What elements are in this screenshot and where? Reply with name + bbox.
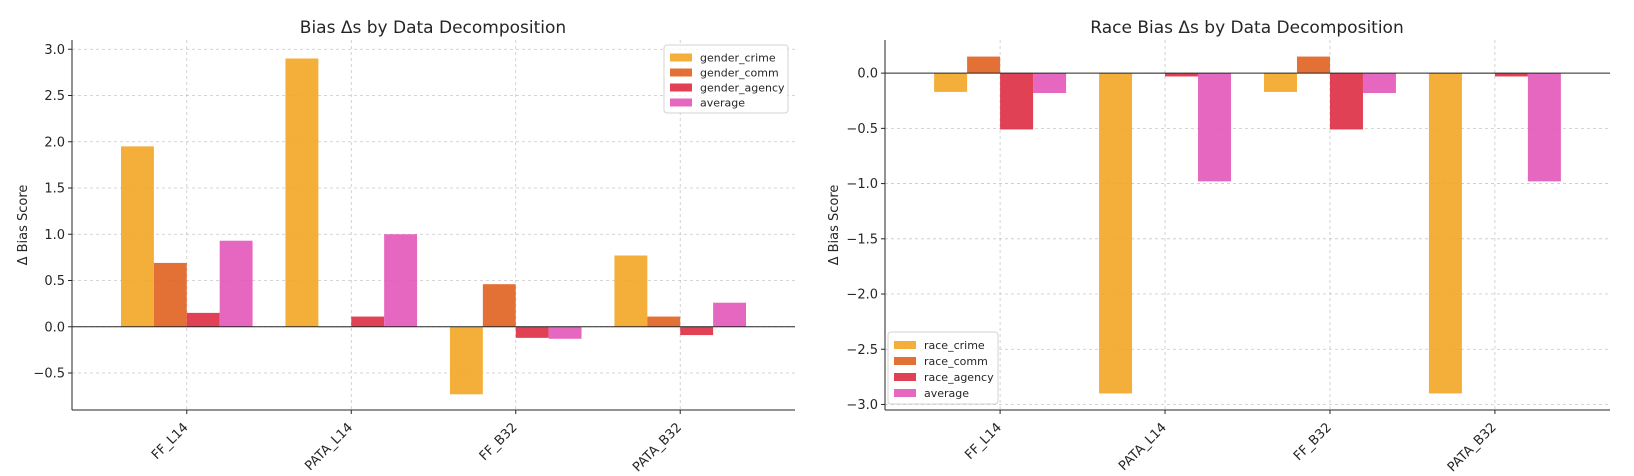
bar-race_agency-FF_B32 (1329, 73, 1363, 130)
legend-label-race_crime: race_crime (924, 339, 985, 352)
bar-race_agency-PATA_L14 (1165, 73, 1199, 77)
bar-average-FF_L14 (219, 240, 253, 327)
y-tick-label: −2.5 (846, 343, 878, 358)
race-bias-chart: −3.0 −2.5 −2.0 −1.5 −1.0 −0.5 0.0 FF_L14 PATA_L1… (827, 18, 1610, 475)
bar-average-FF_B32 (548, 326, 582, 339)
bar-race_crime-PATA_B32 (1428, 73, 1462, 394)
bar-race_crime-FF_L14 (934, 73, 968, 92)
y-tick-label: 1.5 (44, 182, 65, 197)
x-tick-label: FF_B32 (477, 420, 521, 464)
y-tick-label: 3.0 (44, 43, 65, 58)
bar-gender_crime-FF_L14 (120, 146, 154, 327)
y-tick-label: −3.0 (846, 398, 878, 413)
bar-average-PATA_L14 (1198, 73, 1232, 182)
bar-race_agency-PATA_B32 (1494, 73, 1528, 77)
bar-gender_crime-PATA_L14 (285, 58, 319, 327)
bar-average-FF_B32 (1362, 73, 1396, 94)
x-tick-label: PATA_L14 (302, 420, 356, 474)
bar-gender_comm-PATA_B32 (647, 316, 681, 327)
y-tick-label: −0.5 (846, 122, 878, 137)
y-tick-label: −0.5 (33, 367, 65, 382)
y-tick-label: −1.5 (846, 232, 878, 247)
legend-swatch-average (894, 389, 916, 397)
legend-label-race_comm: race_comm (924, 355, 988, 368)
chart-title: Race Bias Δs by Data Decomposition (1090, 18, 1403, 38)
x-tick-label: PATA_L14 (1116, 420, 1170, 474)
bar-average-PATA_B32 (1527, 73, 1561, 182)
chart-title: Bias Δs by Data Decomposition (300, 18, 566, 38)
y-tick-label: −2.0 (846, 288, 878, 303)
x-tick-label: PATA_B32 (1445, 420, 1500, 475)
bar-gender_comm-FF_B32 (482, 284, 516, 327)
legend-box (663, 44, 789, 114)
bar-average-FF_L14 (1033, 73, 1067, 94)
legend-swatch-race_comm (894, 357, 916, 365)
bar-gender_agency-PATA_B32 (680, 326, 714, 336)
legend-swatch-race_crime (894, 341, 916, 349)
x-tick-label: FF_L14 (962, 420, 1005, 463)
legend-label-race_agency: race_agency (924, 371, 994, 384)
legend-label-average: average (924, 387, 969, 400)
y-tick-label: 0.0 (857, 67, 878, 82)
legend-label-gender_comm: gender_comm (700, 67, 779, 80)
y-tick-label: −1.0 (846, 177, 878, 192)
legend-swatch-race_agency (894, 373, 916, 381)
legend-label-average: average (700, 97, 745, 110)
bar-race_crime-PATA_L14 (1099, 73, 1133, 394)
x-tick-label: FF_B32 (1291, 420, 1335, 464)
x-tick-label: FF_L14 (149, 420, 192, 463)
legend-swatch-average (670, 98, 692, 107)
y-tick-label: 1.0 (44, 228, 65, 243)
bar-average-PATA_B32 (713, 302, 747, 327)
legend-swatch-gender_crime (670, 53, 692, 62)
y-tick-label: 0.0 (44, 320, 65, 335)
legend-box (887, 331, 999, 405)
y-tick-label: 0.5 (44, 274, 65, 289)
y-tick-label: 2.0 (44, 135, 65, 150)
y-tick-label: 2.5 (44, 89, 65, 104)
bar-gender_agency-PATA_L14 (351, 316, 385, 327)
bar-race_comm-FF_B32 (1296, 56, 1330, 74)
legend-label-gender_crime: gender_crime (700, 52, 776, 65)
bar-gender_crime-PATA_B32 (614, 255, 648, 327)
bar-gender_comm-FF_L14 (153, 262, 187, 327)
bar-average-PATA_L14 (384, 234, 418, 327)
bar-gender_agency-FF_B32 (515, 326, 549, 338)
bar-race_agency-FF_L14 (1000, 73, 1034, 130)
x-tick-label: PATA_B32 (630, 420, 685, 475)
legend-swatch-gender_comm (670, 68, 692, 77)
gender-bias-chart: −0.5 0.0 0.5 1.0 1.5 2.0 2.5 3.0 FF_L14 PATA_L14 F… (16, 18, 795, 475)
legend-swatch-gender_agency (670, 83, 692, 92)
y-axis-label: Δ Bias Score (16, 185, 31, 266)
bar-gender_crime-FF_B32 (449, 326, 483, 395)
y-axis-label: Δ Bias Score (827, 185, 842, 266)
bar-race_comm-FF_L14 (967, 56, 1001, 74)
bar-race_crime-FF_B32 (1263, 73, 1297, 92)
legend-label-gender_agency: gender_agency (700, 82, 785, 95)
bar-gender_agency-FF_L14 (186, 312, 220, 327)
